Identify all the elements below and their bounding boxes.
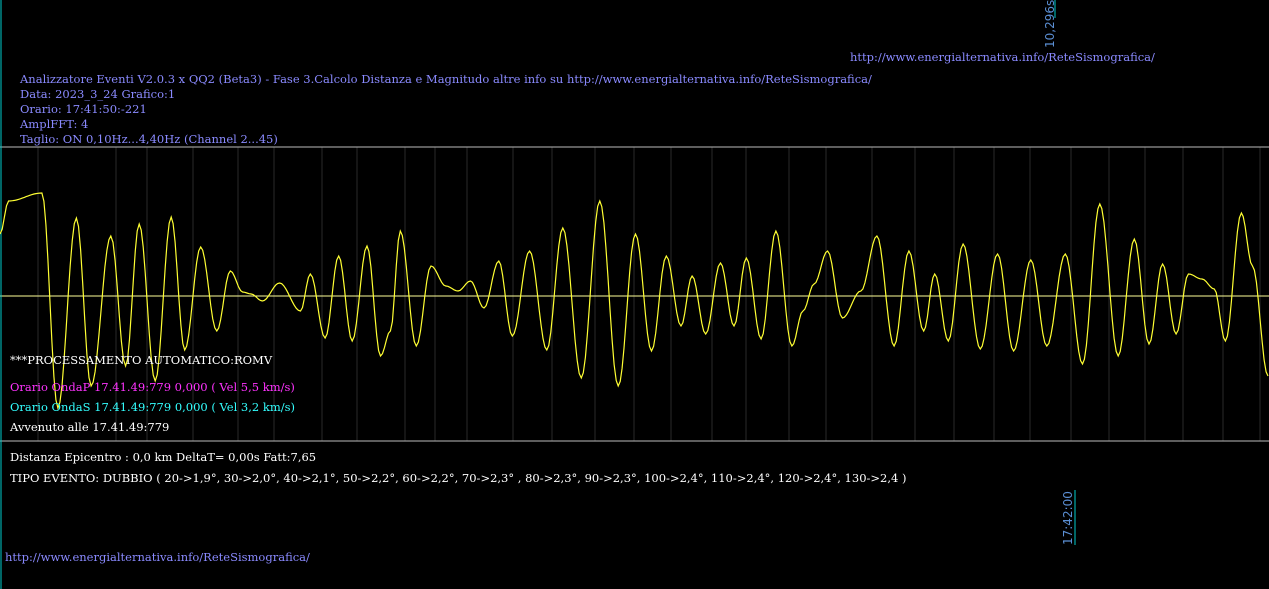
event-type: TIPO EVENTO: DUBBIO ( 20->1,9°, 30->2,0°… bbox=[10, 471, 907, 485]
url-link-top[interactable]: http://www.energialternativa.info/ReteSi… bbox=[850, 50, 1155, 64]
header-ampl: AmplFFT: 4 bbox=[20, 117, 89, 131]
waveform-trace bbox=[0, 192, 1269, 411]
onda-s-time: Orario OndaS 17.41.49:779 0,000 ( Vel 3,… bbox=[10, 400, 296, 414]
onda-p-time: Orario OndaP 17.41.49:779 0,000 ( Vel 5,… bbox=[10, 380, 295, 394]
time-label-top: 10,296s bbox=[1043, 0, 1057, 48]
processing-title: ***PROCESSAMENTO AUTOMATICO:ROMV bbox=[10, 353, 273, 367]
header-data: Data: 2023_3_24 Grafico:1 bbox=[20, 87, 176, 101]
event-time: Avvenuto alle 17.41.49:779 bbox=[10, 420, 170, 434]
header-orario: Orario: 17:41:50:-221 bbox=[20, 102, 147, 116]
header-title: Analizzatore Eventi V2.0.3 x QQ2 (Beta3)… bbox=[20, 72, 872, 86]
time-grid bbox=[37, 147, 1261, 441]
url-link-bottom[interactable]: http://www.energialternativa.info/ReteSi… bbox=[5, 550, 310, 564]
header-taglio: Taglio: ON 0,10Hz...4,40Hz (Channel 2...… bbox=[20, 132, 278, 146]
epicenter-distance: Distanza Epicentro : 0,0 km DeltaT= 0,00… bbox=[10, 450, 317, 464]
time-label-bottom: 17:42:00 bbox=[1061, 491, 1075, 545]
